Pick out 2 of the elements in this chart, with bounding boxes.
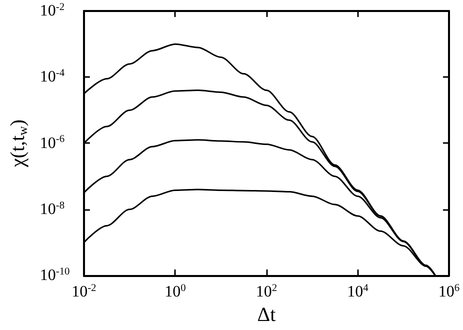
- y-axis-title: χ(t,tw): [7, 119, 30, 168]
- x-axis-title: Δt: [257, 304, 276, 326]
